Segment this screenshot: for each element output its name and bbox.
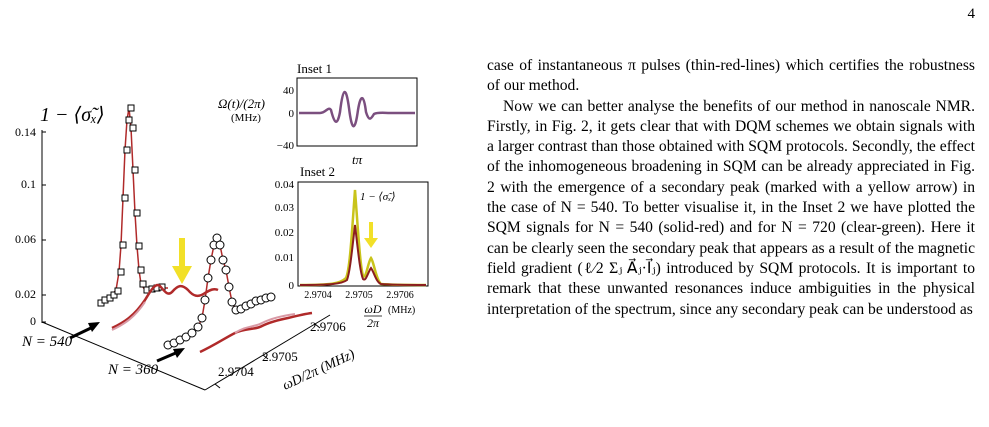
main-ytick-5: 0 — [30, 314, 36, 328]
page-number: 4 — [967, 6, 976, 22]
main-ytick-2: 0.1 — [21, 177, 36, 191]
n-label-360: N = 360 — [107, 362, 159, 378]
inset2-xtick-3: 2.9706 — [386, 290, 414, 301]
inset2-xtick-2: 2.9705 — [345, 290, 373, 301]
xtick-1: 2.9706 — [310, 319, 346, 334]
inset2-title: Inset 2 — [300, 164, 335, 179]
inset1-ylabel: Ω(t)/(2π) — [218, 96, 265, 111]
trace-sqm-360-light — [234, 313, 296, 334]
figure-svg: 0.14 0.1 0.06 0.02 0 1 − ⟨σ̃ₓ⟩ 2.9706 2.… — [15, 61, 429, 394]
arrow-n540 — [69, 322, 100, 340]
inset2-curve-label: 1 − ⟨σ̃ₓ⟩ — [360, 191, 396, 203]
inset1-yunit: (MHz) — [231, 112, 261, 124]
n-label-540: N = 540 — [21, 334, 73, 350]
inset1-ytick-1: 40 — [283, 85, 295, 97]
inset2-xlabel-unit: (MHz) — [388, 305, 415, 316]
xtick-2: 2.9705 — [262, 349, 298, 364]
inset2-xlabel-den: 2π — [367, 316, 380, 330]
main-ylabel: 1 − ⟨σ̃ₓ⟩ — [40, 104, 105, 126]
inset-2: Inset 2 0.04 0.03 0.02 0.01 0 1 − ⟨σ̃ₓ⟩ … — [275, 164, 429, 330]
main-ytick-3: 0.06 — [15, 232, 36, 246]
trace-sqm-540-light — [111, 301, 146, 331]
body-text: case of instantaneous π pulses (thin-red… — [487, 56, 975, 320]
inset1-ytick-3: −40 — [277, 140, 295, 152]
inset-1: Inset 1 Ω(t)/(2π) (MHz) 40 0 −40 tπ — [218, 61, 418, 167]
xtick-3: 2.9704 — [218, 364, 254, 379]
inset2-xtick-1: 2.9704 — [304, 290, 332, 301]
arrow-n360 — [156, 348, 185, 363]
base-axis-left — [41, 321, 206, 391]
paragraph-2: Now we can better analyse the benefits o… — [487, 97, 975, 318]
inset2-xlabel-num: ωD — [364, 302, 381, 316]
inset2-ytick-5: 0 — [289, 280, 295, 292]
inset1-pulse — [299, 90, 415, 128]
inset2-ytick-1: 0.04 — [275, 179, 295, 191]
trace-dqm-540 — [97, 107, 168, 305]
trace-sqm-540 — [111, 283, 219, 330]
inset1-title: Inset 1 — [297, 61, 332, 76]
inset2-trace-n540 — [299, 224, 427, 286]
inset1-ytick-2: 0 — [289, 108, 295, 120]
inset2-ytick-2: 0.03 — [275, 202, 295, 214]
inset2-ytick-4: 0.01 — [275, 252, 294, 264]
figure-2: 0.14 0.1 0.06 0.02 0 1 − ⟨σ̃ₓ⟩ 2.9706 2.… — [0, 0, 470, 427]
main-ytick-1: 0.14 — [15, 125, 36, 139]
trace-sqm-360 — [199, 311, 313, 354]
markers-dqm-360 — [163, 233, 276, 350]
inset1-xlabel: tπ — [352, 152, 363, 167]
base-axis-right — [204, 314, 331, 391]
paragraph-1: case of instantaneous π pulses (thin-red… — [487, 57, 975, 95]
yellow-arrow-main — [172, 238, 192, 284]
yellow-arrow-inset2 — [364, 222, 378, 248]
inset2-ytick-3: 0.02 — [275, 227, 294, 239]
main-ytick-4: 0.02 — [15, 287, 36, 301]
